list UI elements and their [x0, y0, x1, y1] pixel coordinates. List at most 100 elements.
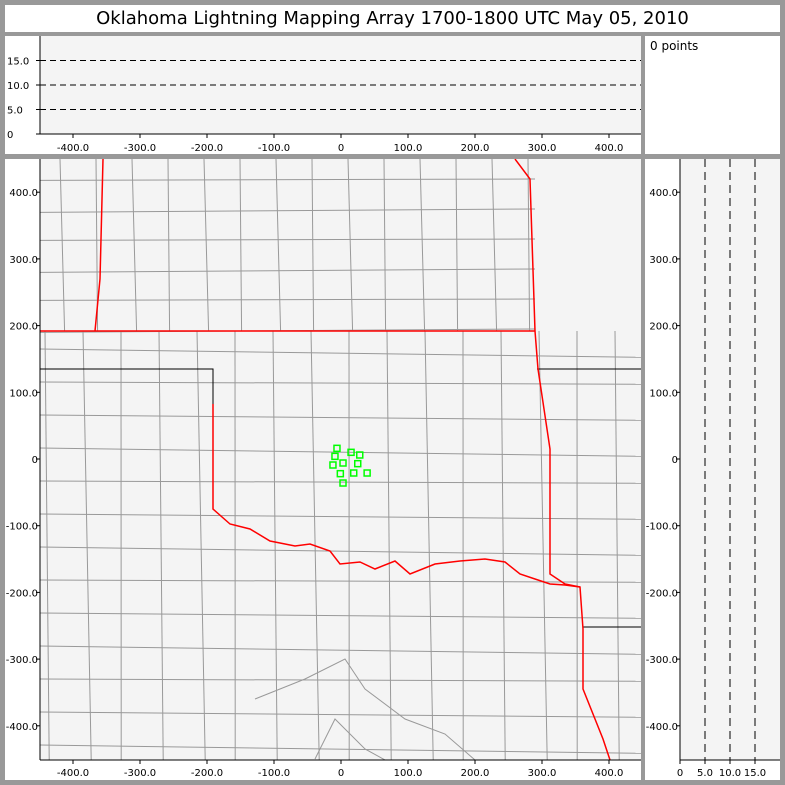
county-border: [527, 159, 531, 332]
county-border: [40, 268, 536, 273]
y-tick-label: -300.0: [646, 655, 678, 666]
county-border: [40, 612, 641, 619]
x-tick-label: 0: [677, 768, 683, 779]
lma-station-marker: [329, 461, 337, 469]
county-border: [40, 546, 641, 556]
lma-station-marker: [349, 469, 358, 477]
county-border: [40, 513, 641, 520]
county-border: [44, 330, 50, 760]
x-tick-label: 300.0: [528, 143, 557, 154]
lma-station-marker: [333, 444, 341, 453]
x-tick-label: -400.0: [57, 143, 89, 154]
x-tick-label: -100.0: [258, 143, 290, 154]
county-border: [40, 208, 536, 213]
county-border: [40, 178, 536, 181]
y-tick-label: 200.0: [9, 322, 38, 333]
y-tick-label: -100.0: [646, 522, 678, 533]
altitude-ns-panel: 0 5.0 10.0 15.0 400.0 300.0 200.0 100.0 0 -100.0 -…: [645, 159, 780, 780]
x-tick-label: 15.0: [744, 768, 766, 779]
x-tick-label: 0: [338, 768, 344, 779]
y-tick-label: 400.0: [649, 188, 678, 199]
state-border: [514, 159, 611, 760]
x-tick-label: -200.0: [191, 143, 223, 154]
county-border: [40, 711, 641, 718]
county-border: [158, 330, 164, 760]
x-tick-label: -100.0: [258, 768, 290, 779]
county-border: [82, 330, 92, 760]
y-tick-label: 0: [7, 130, 13, 141]
county-border: [419, 159, 426, 332]
county-border: [311, 159, 315, 332]
county-border: [538, 330, 548, 760]
lma-station-marker: [331, 452, 339, 461]
county-border: [275, 159, 282, 332]
county-border: [40, 678, 641, 682]
x-tick-label: 300.0: [528, 768, 557, 779]
points-count: 0 points: [650, 39, 699, 53]
x-tick-label: -400.0: [57, 768, 89, 779]
county-border: [40, 348, 641, 358]
county-border: [40, 645, 641, 655]
x-tick-label: -300.0: [124, 768, 156, 779]
county-border: [40, 579, 641, 583]
lma-station-marker: [339, 479, 347, 487]
county-border: [347, 159, 354, 332]
x-tick-label: 200.0: [461, 143, 490, 154]
x-tick-label: 400.0: [595, 768, 624, 779]
x-tick-label: -200.0: [191, 768, 223, 779]
y-tick-label: 100.0: [649, 388, 678, 399]
county-border: [272, 330, 278, 760]
county-border: [40, 238, 536, 241]
county-border: [383, 159, 387, 332]
chart-title: Oklahoma Lightning Mapping Array 1700-18…: [5, 5, 780, 32]
county-border: [196, 330, 206, 760]
lma-station-marker: [354, 459, 362, 468]
x-tick-label: 400.0: [595, 143, 624, 154]
x-tick-label: 100.0: [394, 768, 423, 779]
county-border: [59, 159, 66, 332]
y-tick-label: 200.0: [649, 322, 678, 333]
x-tick-label: 0: [338, 143, 344, 154]
state-border: [94, 159, 104, 332]
county-border: [203, 159, 210, 332]
y-tick-label: -300.0: [6, 655, 38, 666]
county-border: [455, 159, 459, 332]
x-tick-label: -300.0: [124, 143, 156, 154]
county-border: [40, 447, 641, 457]
x-tick-label: 100.0: [394, 143, 423, 154]
state-border: [212, 404, 581, 588]
county-border: [40, 298, 536, 301]
county-border: [254, 658, 476, 760]
y-tick-label: 300.0: [649, 255, 678, 266]
y-tick-label: -400.0: [6, 722, 38, 733]
y-tick-label: 400.0: [9, 188, 38, 199]
map-layer: [40, 159, 641, 760]
county-border: [40, 744, 641, 754]
lma-station-marker: [347, 448, 355, 457]
x-tick-label: 5.0: [697, 768, 713, 779]
y-tick-label: -400.0: [646, 722, 678, 733]
county-border: [500, 330, 506, 760]
y-tick-label: 5.0: [7, 106, 23, 117]
y-tick-label: 0: [672, 455, 678, 466]
county-border: [131, 159, 138, 332]
y-tick-label: 10.0: [7, 81, 29, 92]
lma-station-marker: [356, 451, 364, 459]
x-tick-label: 10.0: [719, 768, 741, 779]
y-tick-label: -100.0: [6, 522, 38, 533]
y-tick-label: 0: [32, 455, 38, 466]
altitude-ew-panel: -400.0 -300.0 -200.0 -100.0 0 100.0 200.0 300.0…: [5, 36, 641, 154]
county-border: [614, 330, 620, 760]
y-tick-label: 15.0: [7, 57, 29, 68]
lma-station-marker: [336, 469, 345, 478]
x-tick-label: 200.0: [461, 768, 490, 779]
county-border: [386, 330, 392, 760]
y-tick-label: 300.0: [9, 255, 38, 266]
county-border: [491, 159, 498, 332]
county-border: [239, 159, 243, 332]
county-border: [314, 718, 386, 760]
points-count-panel: 0 points: [645, 36, 780, 154]
county-border: [424, 330, 434, 760]
lma-station-marker: [363, 469, 371, 477]
county-border: [167, 159, 171, 332]
